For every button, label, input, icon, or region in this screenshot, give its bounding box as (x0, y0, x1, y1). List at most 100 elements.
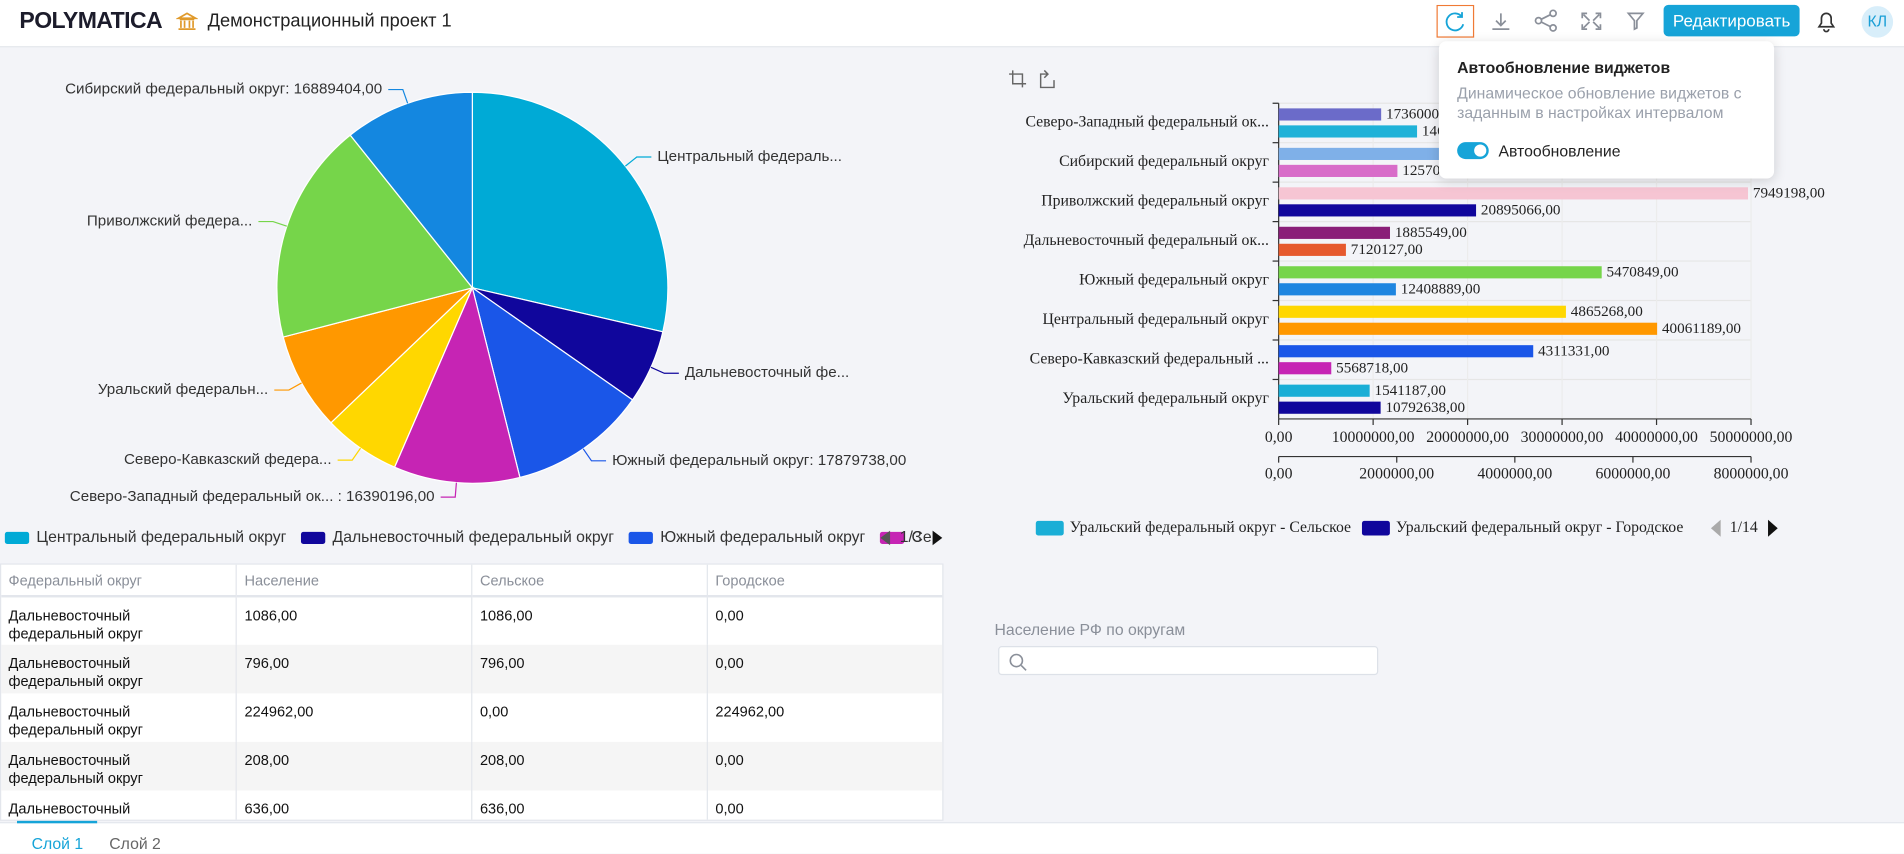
bar (1278, 345, 1534, 358)
table-row: Дальневосточный федеральный округ 224962,… (1, 693, 943, 742)
pie-leader (650, 366, 679, 374)
pie-slice (471, 91, 669, 333)
x-tick-label: 10000000,00 (1332, 429, 1415, 446)
table-body: Дальневосточный федеральный округ 1086,00… (1, 596, 943, 820)
table-row: Дальневосточный федеральный округ 208,00 2… (1, 741, 943, 791)
project-title: Демонстрационный проект 1 (207, 10, 452, 32)
bar (1278, 108, 1382, 121)
table-cell: 1086,00 (236, 596, 473, 645)
refresh-button[interactable] (1436, 4, 1475, 38)
active-tab-underline (17, 820, 98, 824)
layer-tab[interactable]: Слой 1 (31, 834, 84, 853)
charts: Центральный федераль... Дальневосточный ф… (4, 69, 1825, 546)
table-cell: 208,00 (472, 741, 709, 791)
legend-swatch (1361, 520, 1390, 536)
bar (1278, 164, 1398, 177)
table: Федеральный округ Население Сельское Городс… (1, 564, 943, 820)
pie-label: Дальневосточный фе... (685, 364, 849, 381)
chart-tools[interactable] (1009, 69, 1055, 89)
bar-chart: 0,00 10000000,00 20000000,00 30000000,00 400… (1024, 102, 1825, 537)
legend-next[interactable] (1768, 519, 1778, 537)
avatar[interactable]: КЛ (1861, 6, 1894, 38)
table-cell: 796,00 (472, 644, 709, 694)
project-icon (176, 12, 198, 30)
x-tick-label: 30000000,00 (1521, 429, 1604, 446)
legend-prev[interactable] (880, 530, 891, 546)
pie-leader (582, 448, 607, 462)
bar (1278, 401, 1381, 414)
table-cell: Дальневосточный федеральный округ (1, 693, 238, 742)
download-button[interactable] (1492, 13, 1510, 30)
column-header: Федеральный округ (1, 564, 238, 598)
filter-button[interactable] (1626, 12, 1645, 31)
pie-slice (393, 285, 521, 484)
fullscreen-button[interactable] (1581, 12, 1602, 30)
legend-next[interactable] (932, 530, 943, 546)
x-tick-label: 50000000,00 (1710, 429, 1793, 446)
filter-title: Население РФ по округам (994, 620, 1186, 639)
toolbar (1436, 4, 1645, 38)
bar-value-label: 7949198,00 (1753, 184, 1825, 201)
bar (1278, 362, 1332, 375)
y-tick-label: Северо-Западный федеральный ок... (1025, 114, 1269, 131)
bar-value-label: 20895066,00 (1481, 201, 1561, 218)
header: POLYMATICA Демонстрационный проект 1 Ред… (0, 0, 1904, 48)
y-tick-label: Сибирский федеральный округ (1059, 153, 1269, 170)
pie-leader (258, 220, 288, 227)
pie-label: Южный федеральный округ: 17879738,00 (612, 452, 906, 469)
legend-label: Центральный федеральный округ (36, 529, 286, 546)
notifications-button[interactable] (1814, 10, 1838, 34)
bar-value-label: 7120127,00 (1351, 241, 1423, 258)
table-row: Дальневосточный федеральный округ 1086,00… (1, 596, 943, 645)
table-cell: 0,00 (707, 741, 943, 791)
pie-slice (471, 286, 634, 479)
toggle-label: Автообновление (1498, 142, 1621, 161)
x2-tick-label: 6000000,00 (1595, 465, 1670, 482)
layer-tab[interactable]: Слой 2 (109, 834, 161, 853)
legend-label: Уральский федеральный округ - Сельское (1070, 519, 1351, 536)
bar (1278, 125, 1418, 138)
edit-button[interactable]: Редактировать (1663, 4, 1800, 37)
bar (1278, 266, 1602, 279)
legend-prev[interactable] (1710, 519, 1721, 537)
share-button[interactable] (1534, 9, 1557, 32)
refresh-icon (1445, 12, 1465, 32)
x-tick-label: 0,00 (1265, 429, 1293, 446)
bar-value-label: 1541187,00 (1375, 382, 1446, 399)
table-cell: 208,00 (236, 741, 473, 791)
bar (1278, 187, 1749, 200)
pie-slice (282, 286, 475, 424)
popup-title: Автообновление виджетов (1457, 58, 1671, 77)
layer-tabs: Слой 1 Слой 2 (0, 820, 1904, 854)
table-cell: 0,00 (707, 596, 943, 645)
y-tick-label: Приволжский федеральный округ (1041, 193, 1269, 210)
x2-tick-label: 4000000,00 (1477, 465, 1552, 482)
column-header: Население (236, 564, 473, 598)
bar (1278, 384, 1370, 397)
legend-swatch (300, 531, 326, 545)
table-cell: 0,00 (472, 693, 709, 742)
table-cell: Дальневосточный федеральный округ (1, 596, 238, 645)
y-tick-label: Уральский федеральный округ (1063, 390, 1270, 407)
bar-value-label: 4311331,00 (1538, 342, 1609, 359)
table-cell: Дальневосточный федеральный округ (1, 644, 238, 694)
column-header: Сельское (472, 564, 709, 598)
table-cell: 0,00 (707, 644, 943, 694)
table-cell: 224962,00 (236, 693, 473, 742)
table-row: Дальневосточный федеральный округ 796,00 7… (1, 644, 943, 694)
bar-value-label: 4865268,00 (1571, 303, 1643, 320)
legend-label: Дальневосточный федеральный округ (333, 529, 615, 546)
x2-tick-label: 0,00 (1265, 465, 1293, 482)
data-table: Федеральный округ Население Сельское Городс… (0, 563, 944, 821)
table-cell: 224962,00 (707, 693, 943, 742)
pie-label: Сибирский федеральный округ: 16889404,00 (65, 81, 382, 98)
autorefresh-toggle[interactable] (1457, 142, 1489, 160)
legend-page: 1/14 (1730, 519, 1758, 536)
y-tick-label: Центральный федеральный округ (1042, 311, 1269, 328)
x-tick-label: 20000000,00 (1426, 429, 1509, 446)
filter-search[interactable] (998, 646, 1379, 676)
legend-label: Южный федеральный округ (660, 529, 865, 546)
